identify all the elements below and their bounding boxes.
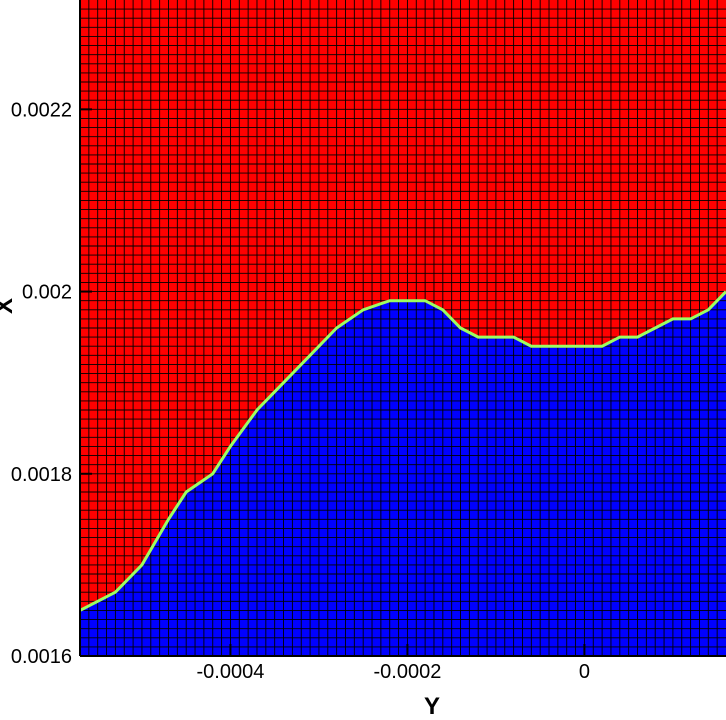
y-axis-title: X xyxy=(0,298,18,314)
y-tick-label: 0.002 xyxy=(22,282,72,304)
x-tick-label: -0.0002 xyxy=(374,661,442,683)
y-tick-label: 0.0016 xyxy=(11,646,72,668)
y-tick-label: 0.0022 xyxy=(11,99,72,121)
mesh-grid xyxy=(80,0,726,656)
x-tick-label: 0 xyxy=(579,661,590,683)
x-axis-title: Y xyxy=(424,693,440,720)
y-tick-label: 0.0018 xyxy=(11,464,72,486)
interface-line xyxy=(80,290,726,612)
axis-ticks: -0.0004 -0.0002 0 0.0016 0.0018 0.002 0.0022 xyxy=(11,99,590,683)
x-tick-label: -0.0004 xyxy=(197,661,265,683)
